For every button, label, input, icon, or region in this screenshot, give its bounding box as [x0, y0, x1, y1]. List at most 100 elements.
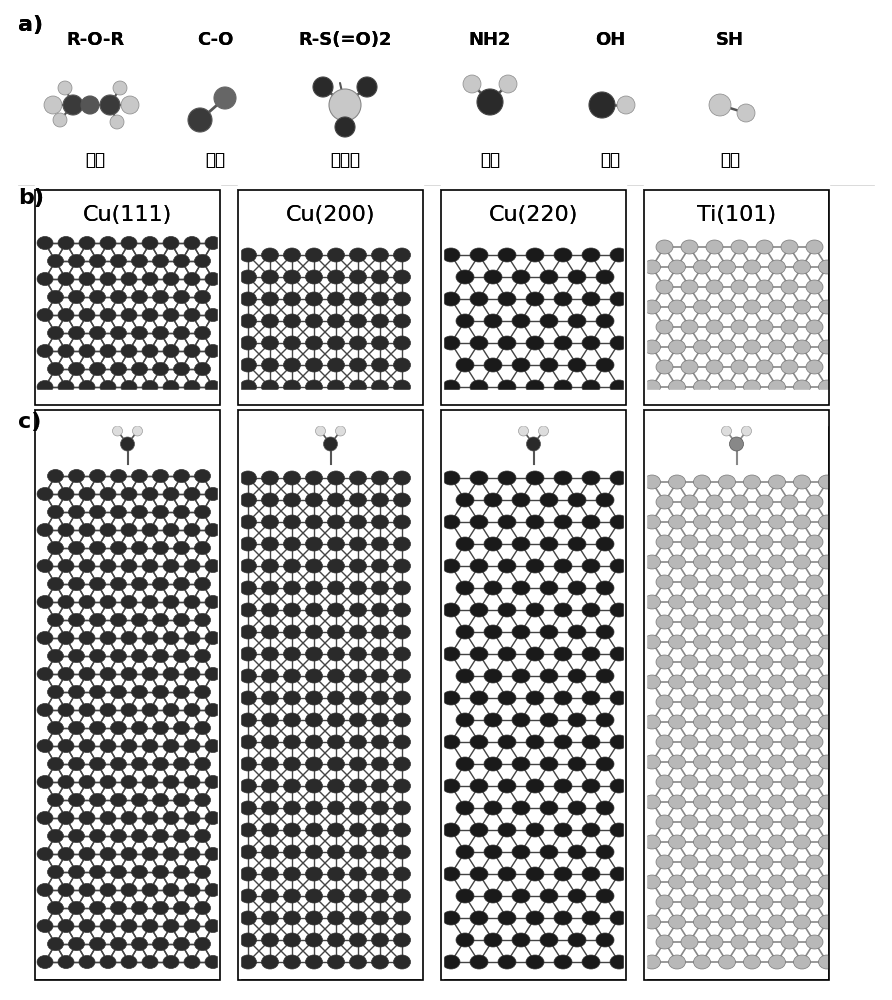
Ellipse shape [744, 635, 761, 649]
Ellipse shape [327, 889, 344, 903]
Ellipse shape [781, 895, 798, 909]
Ellipse shape [819, 915, 836, 929]
Ellipse shape [194, 830, 211, 842]
Ellipse shape [781, 495, 798, 509]
Ellipse shape [205, 956, 221, 968]
Ellipse shape [731, 615, 748, 629]
Ellipse shape [393, 625, 410, 639]
Ellipse shape [693, 915, 711, 929]
Ellipse shape [668, 755, 685, 769]
Text: C-O: C-O [197, 31, 233, 49]
Ellipse shape [393, 493, 410, 507]
Ellipse shape [305, 493, 323, 507]
Ellipse shape [512, 845, 530, 859]
Text: NH2: NH2 [469, 31, 511, 49]
Ellipse shape [498, 471, 516, 485]
Ellipse shape [781, 240, 798, 254]
Ellipse shape [656, 695, 673, 709]
Ellipse shape [512, 358, 530, 372]
Ellipse shape [794, 795, 811, 809]
Ellipse shape [693, 340, 711, 354]
Ellipse shape [371, 625, 389, 639]
Ellipse shape [284, 713, 301, 727]
Ellipse shape [174, 830, 189, 842]
Ellipse shape [794, 955, 811, 969]
Ellipse shape [643, 300, 660, 314]
Ellipse shape [69, 542, 85, 554]
Ellipse shape [261, 581, 278, 595]
Ellipse shape [284, 669, 301, 683]
Ellipse shape [484, 625, 502, 639]
Ellipse shape [89, 542, 105, 554]
Ellipse shape [718, 835, 736, 849]
Ellipse shape [769, 795, 786, 809]
Text: OH: OH [595, 31, 625, 49]
Ellipse shape [806, 360, 823, 374]
Bar [644, 190, 829, 405]
Ellipse shape [706, 775, 723, 789]
Ellipse shape [718, 515, 736, 529]
Ellipse shape [305, 358, 323, 372]
Ellipse shape [582, 823, 600, 837]
Ellipse shape [681, 575, 698, 589]
Ellipse shape [284, 515, 301, 529]
Circle shape [335, 426, 345, 436]
Ellipse shape [58, 920, 74, 932]
Ellipse shape [111, 686, 127, 698]
Ellipse shape [37, 308, 53, 322]
Ellipse shape [756, 895, 773, 909]
Ellipse shape [656, 815, 673, 829]
Ellipse shape [456, 270, 474, 284]
Ellipse shape [153, 722, 169, 734]
Ellipse shape [706, 280, 723, 294]
Ellipse shape [470, 735, 488, 749]
Ellipse shape [744, 835, 761, 849]
Ellipse shape [305, 336, 323, 350]
Ellipse shape [37, 776, 53, 788]
Ellipse shape [142, 632, 158, 645]
Ellipse shape [540, 845, 558, 859]
Ellipse shape [744, 300, 761, 314]
Ellipse shape [554, 471, 572, 485]
Circle shape [63, 95, 83, 115]
Ellipse shape [668, 340, 685, 354]
Ellipse shape [706, 575, 723, 589]
Ellipse shape [284, 911, 301, 925]
Ellipse shape [327, 801, 344, 815]
Ellipse shape [456, 845, 474, 859]
Ellipse shape [526, 380, 544, 394]
Ellipse shape [79, 308, 95, 322]
Text: OH: OH [595, 31, 625, 49]
Ellipse shape [79, 812, 95, 824]
Ellipse shape [456, 669, 474, 683]
Circle shape [324, 437, 337, 451]
Ellipse shape [781, 615, 798, 629]
Ellipse shape [47, 830, 63, 842]
Ellipse shape [526, 779, 544, 793]
Circle shape [335, 117, 355, 137]
Ellipse shape [656, 240, 673, 254]
Ellipse shape [69, 686, 85, 698]
Ellipse shape [681, 935, 698, 949]
Ellipse shape [643, 340, 660, 354]
Text: c): c) [18, 412, 41, 432]
Ellipse shape [284, 867, 301, 881]
Ellipse shape [174, 362, 189, 375]
Ellipse shape [261, 867, 278, 881]
Ellipse shape [512, 537, 530, 551]
Ellipse shape [153, 290, 169, 304]
Ellipse shape [393, 779, 410, 793]
Ellipse shape [582, 603, 600, 617]
Ellipse shape [693, 595, 711, 609]
Ellipse shape [393, 845, 410, 859]
Ellipse shape [350, 493, 367, 507]
Ellipse shape [194, 290, 211, 304]
Ellipse shape [58, 848, 74, 860]
Ellipse shape [718, 795, 736, 809]
Ellipse shape [350, 933, 367, 947]
Ellipse shape [111, 650, 127, 662]
Ellipse shape [781, 695, 798, 709]
Ellipse shape [806, 695, 823, 709]
Ellipse shape [350, 713, 367, 727]
Ellipse shape [610, 248, 628, 262]
